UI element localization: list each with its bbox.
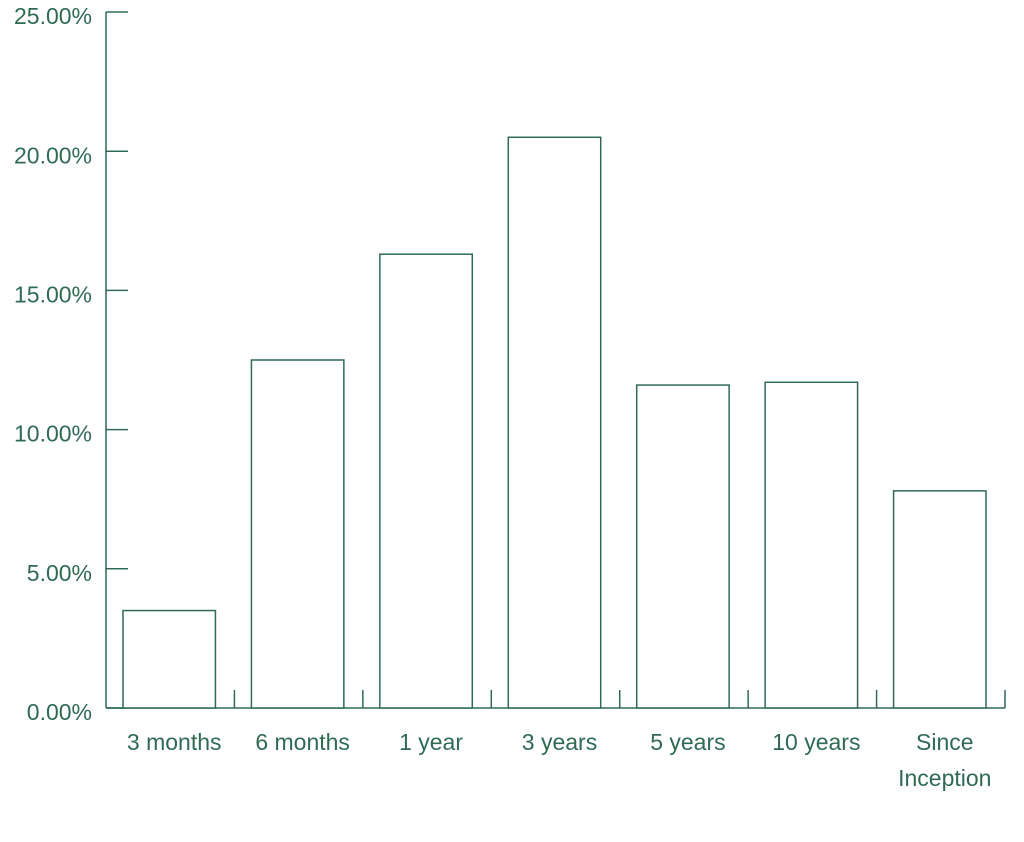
x-tick-label: 6 months bbox=[255, 729, 350, 755]
x-tick-label: 3 months bbox=[126, 729, 222, 755]
bar bbox=[122, 609, 217, 709]
bar bbox=[379, 253, 474, 709]
x-tick-label: 10 years bbox=[772, 729, 861, 755]
x-tick-label: 5 years bbox=[650, 729, 726, 755]
x-tick-label: 1 year bbox=[399, 729, 464, 755]
bar bbox=[507, 136, 602, 709]
bar bbox=[764, 381, 859, 709]
x-tick-label: 3 years bbox=[521, 729, 598, 755]
y-tick-label: 15.00% bbox=[14, 281, 92, 307]
y-tick-label: 0.00% bbox=[27, 699, 92, 725]
bar bbox=[892, 490, 987, 709]
y-tick-label: 10.00% bbox=[14, 421, 92, 447]
x-tick-label: Since Inception bbox=[898, 729, 992, 791]
bar bbox=[635, 384, 730, 709]
y-tick-label: 25.00% bbox=[14, 3, 92, 29]
y-tick-label: 20.00% bbox=[14, 142, 92, 168]
bar bbox=[250, 359, 345, 709]
y-tick-label: 5.00% bbox=[27, 560, 92, 586]
